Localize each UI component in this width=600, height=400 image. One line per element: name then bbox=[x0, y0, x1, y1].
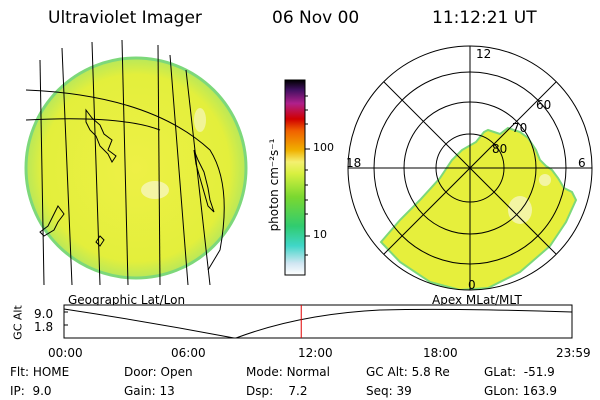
colorbar-tick-10: 10 bbox=[313, 228, 327, 241]
status-glon: GLon: 163.9 bbox=[484, 384, 557, 398]
ip-label: IP: bbox=[10, 384, 25, 398]
image-time: 11:12:21 UT bbox=[432, 8, 537, 28]
mlat-label-60: 60 bbox=[536, 98, 552, 112]
status-gain: Gain: 13 bbox=[124, 384, 175, 398]
mode-label: Mode: bbox=[246, 365, 283, 379]
geo-panel-label: Geographic Lat/Lon bbox=[68, 293, 186, 307]
mlt-label-0: 0 bbox=[468, 278, 476, 292]
timeline-xtick-2359: 23:59 bbox=[556, 346, 591, 360]
gain-label: Gain: bbox=[124, 384, 156, 398]
status-flt: Flt: HOME bbox=[10, 365, 69, 379]
image-date: 06 Nov 00 bbox=[272, 8, 360, 28]
timeline-xtick-0000: 00:00 bbox=[48, 346, 83, 360]
timeline-ytick-low: 1.8 bbox=[34, 320, 54, 334]
status-seq: Seq: 39 bbox=[366, 384, 412, 398]
glat-value: -51.9 bbox=[523, 365, 555, 379]
door-label: Door: bbox=[124, 365, 157, 379]
status-glat: GLat: -51.9 bbox=[484, 365, 555, 379]
gcalt-label: GC Alt: bbox=[366, 365, 408, 379]
instrument-title: Ultraviolet Imager bbox=[48, 8, 202, 28]
colorbar-tick-100: 100 bbox=[313, 141, 334, 154]
timeline-ylabel: GC Alt bbox=[11, 305, 25, 340]
glon-value: 163.9 bbox=[522, 384, 557, 398]
glon-label: GLon: bbox=[484, 384, 519, 398]
colorbar-label: photon cm⁻²s⁻¹ bbox=[267, 138, 281, 232]
mlt-label-12: 12 bbox=[476, 47, 492, 61]
door-value: Open bbox=[160, 365, 193, 379]
dsp-value: 7.2 bbox=[288, 384, 308, 398]
status-dsp: Dsp: 7.2 bbox=[246, 384, 308, 398]
status-door: Door: Open bbox=[124, 365, 193, 379]
timeline-xtick-1800: 18:00 bbox=[423, 346, 458, 360]
mlt-label-6: 6 bbox=[578, 156, 586, 170]
mode-value: Normal bbox=[286, 365, 330, 379]
dsp-label: Dsp: bbox=[246, 384, 274, 398]
gain-value: 13 bbox=[159, 384, 175, 398]
seq-value: 39 bbox=[396, 384, 412, 398]
flt-value: HOME bbox=[32, 365, 70, 379]
status-mode: Mode: Normal bbox=[246, 365, 330, 379]
mlt-label-18: 18 bbox=[346, 156, 362, 170]
seq-label: Seq: bbox=[366, 384, 393, 398]
mlat-label-80: 80 bbox=[492, 142, 508, 156]
mlat-label-70: 70 bbox=[512, 121, 528, 135]
timeline-ytick-high: 9.0 bbox=[34, 307, 54, 321]
gcalt-value: 5.8 Re bbox=[411, 365, 450, 379]
ip-value: 9.0 bbox=[32, 384, 52, 398]
status-gcalt: GC Alt: 5.8 Re bbox=[366, 365, 450, 379]
timeline-xtick-1200: 12:00 bbox=[298, 346, 333, 360]
glat-label: GLat: bbox=[484, 365, 517, 379]
status-ip: IP: 9.0 bbox=[10, 384, 52, 398]
polar-panel-label: Apex MLat/MLT bbox=[432, 293, 522, 307]
flt-label: Flt: bbox=[10, 365, 29, 379]
timeline-xtick-0600: 06:00 bbox=[171, 346, 206, 360]
